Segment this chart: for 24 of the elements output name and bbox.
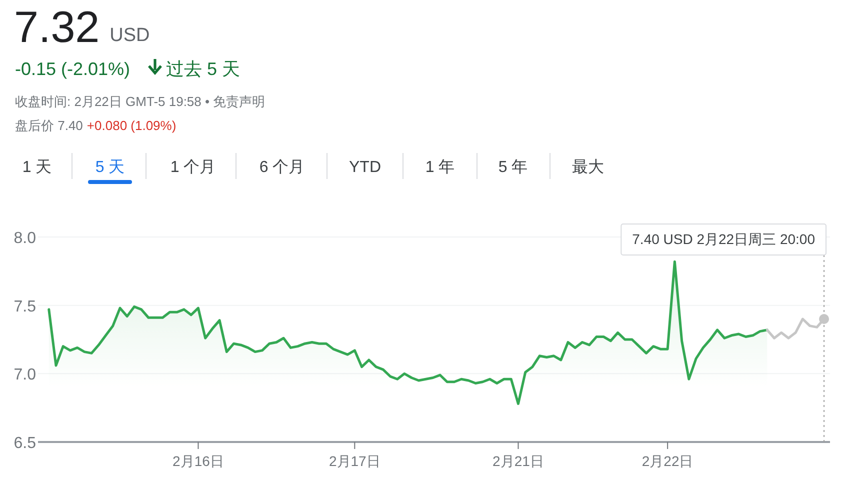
text: 5 年 (498, 159, 528, 176)
text: 盘后价 7.40 (15, 118, 83, 133)
y-tick-label: 6.5 (14, 435, 36, 452)
text: 最大 (572, 158, 604, 176)
chart-subtitle: USD (110, 25, 150, 46)
annotation: 7.40 USD 2月22日周三 20:00 (632, 231, 816, 247)
y-tick-label: 8.0 (14, 230, 36, 247)
chart-title: 7.32 (14, 3, 100, 52)
x-tick-label: 2月16日 (172, 453, 224, 469)
x-tick-label: 2月21日 (492, 453, 544, 469)
text: 5 天 (95, 159, 125, 176)
text: +0.080 (1.09%) (86, 118, 176, 133)
y-tick-label: 7.5 (14, 298, 36, 316)
text: 过去 5 天 (166, 59, 240, 79)
text: 收盘时间: 2月22日 GMT-5 19:58 • 免责声明 (15, 94, 266, 109)
text: 6 个月 (259, 158, 305, 176)
x-tick-label: 2月22日 (642, 453, 694, 469)
text: 1 个月 (170, 158, 216, 176)
text: YTD (349, 159, 381, 176)
text: 1 年 (425, 159, 455, 176)
x-tick-label: 2月17日 (328, 453, 380, 469)
text: -0.15 (-2.01%) (15, 59, 130, 79)
text: 1 天 (22, 159, 52, 176)
y-tick-label: 7.0 (14, 366, 36, 384)
